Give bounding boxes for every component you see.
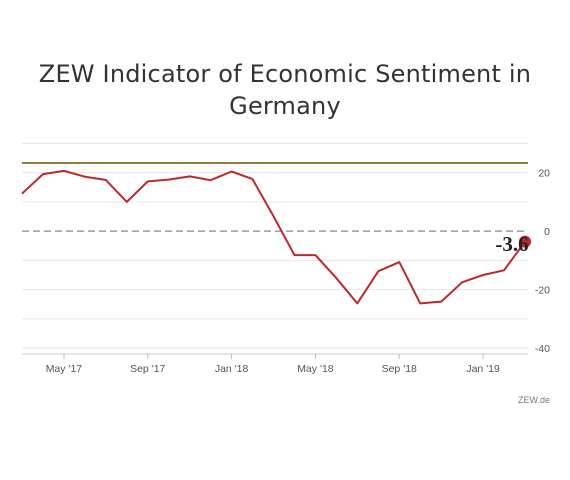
reference-lines	[22, 161, 528, 232]
last-value-marker[interactable]	[519, 235, 531, 248]
grid-layer	[22, 142, 528, 349]
last-value-label: -3.6	[495, 232, 528, 256]
sentiment-series-line	[21, 169, 526, 305]
y-tick-label: -40	[535, 343, 550, 355]
y-tick-label: 20	[538, 168, 550, 180]
x-tick-label: Sep '18	[382, 363, 417, 375]
y-tick-label: 0	[544, 226, 550, 238]
x-tick-label: Jan '19	[466, 363, 500, 375]
x-tick-label: May '18	[297, 363, 334, 375]
source-credit: ZEW.de	[518, 395, 550, 405]
y-axis: 20 0 -20 -40	[535, 168, 550, 356]
series-layer	[21, 169, 531, 305]
chart-title: ZEW Indicator of Economic Sentiment in G…	[38, 60, 532, 120]
x-tick-label: May '17	[46, 363, 83, 375]
x-axis: May '17 Sep '17 Jan '18 May '18 Sep '18 Jan '…	[22, 353, 528, 375]
y-tick-label: -20	[535, 285, 550, 297]
x-tick-label: Sep '17	[130, 363, 165, 375]
x-tick-label: Jan '18	[215, 363, 249, 375]
